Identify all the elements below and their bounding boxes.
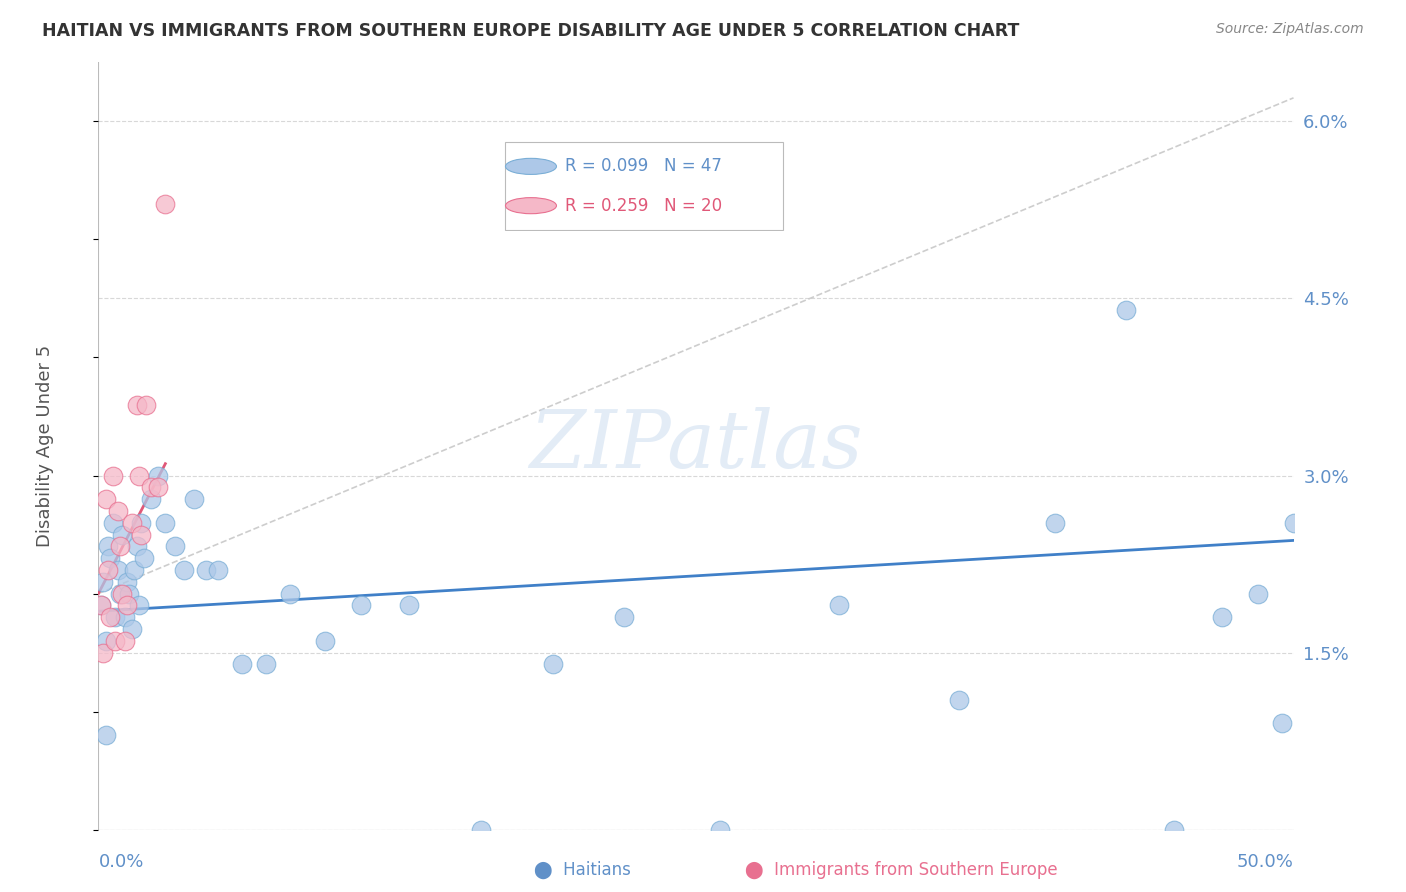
Point <box>139 492 162 507</box>
Point <box>98 551 122 566</box>
Point <box>104 633 127 648</box>
Point <box>139 480 162 494</box>
Point <box>111 527 134 541</box>
Point <box>195 563 218 577</box>
Point <box>254 657 277 672</box>
Point <box>709 822 731 837</box>
Point <box>114 633 136 648</box>
Point <box>828 599 851 613</box>
Point <box>121 622 143 636</box>
Point <box>131 527 153 541</box>
Point <box>108 539 131 553</box>
Text: 0.0%: 0.0% <box>98 853 143 871</box>
Point <box>148 480 170 494</box>
Point <box>101 468 124 483</box>
Point <box>125 539 148 553</box>
Point <box>114 610 136 624</box>
Point <box>94 728 117 742</box>
Point <box>121 516 143 530</box>
Point <box>207 563 229 577</box>
Point <box>101 516 124 530</box>
Text: R = 0.259   N = 20: R = 0.259 N = 20 <box>565 196 723 215</box>
Point <box>115 599 138 613</box>
Point <box>1163 822 1185 837</box>
Point <box>94 492 117 507</box>
Point <box>183 492 205 507</box>
Point <box>1115 303 1137 318</box>
Point <box>94 633 117 648</box>
FancyBboxPatch shape <box>506 143 783 230</box>
Point <box>470 822 492 837</box>
Point <box>90 599 112 613</box>
Point <box>128 599 150 613</box>
Point <box>315 633 337 648</box>
Point <box>97 539 120 553</box>
Circle shape <box>506 159 557 175</box>
Point <box>231 657 253 672</box>
Text: 50.0%: 50.0% <box>1237 853 1294 871</box>
Text: R = 0.099   N = 47: R = 0.099 N = 47 <box>565 157 721 176</box>
Point <box>1282 516 1305 530</box>
Point <box>91 574 114 589</box>
Point <box>155 197 177 211</box>
Text: Disability Age Under 5: Disability Age Under 5 <box>35 345 53 547</box>
Point <box>1211 610 1233 624</box>
Point <box>131 516 153 530</box>
Text: ZIPatlas: ZIPatlas <box>529 408 863 484</box>
Point <box>1043 516 1066 530</box>
Text: ⬤  Haitians: ⬤ Haitians <box>534 861 631 879</box>
Point <box>124 563 146 577</box>
Point <box>98 610 122 624</box>
Point <box>125 398 148 412</box>
Point <box>118 586 141 600</box>
Point <box>132 551 155 566</box>
Point <box>1247 586 1270 600</box>
Point <box>350 599 373 613</box>
Point <box>90 599 112 613</box>
Point <box>115 574 138 589</box>
Text: HAITIAN VS IMMIGRANTS FROM SOUTHERN EUROPE DISABILITY AGE UNDER 5 CORRELATION CH: HAITIAN VS IMMIGRANTS FROM SOUTHERN EURO… <box>42 22 1019 40</box>
Point <box>148 468 170 483</box>
Point <box>278 586 301 600</box>
Text: Source: ZipAtlas.com: Source: ZipAtlas.com <box>1216 22 1364 37</box>
Point <box>613 610 636 624</box>
Point <box>111 586 134 600</box>
Point <box>398 599 420 613</box>
Point <box>97 563 120 577</box>
Point <box>104 610 127 624</box>
Point <box>128 468 150 483</box>
Point <box>91 646 114 660</box>
Point <box>1271 716 1294 731</box>
Point <box>108 586 131 600</box>
Point <box>163 539 186 553</box>
Text: ⬤  Immigrants from Southern Europe: ⬤ Immigrants from Southern Europe <box>745 861 1057 879</box>
Point <box>173 563 195 577</box>
Circle shape <box>506 198 557 214</box>
Point <box>135 398 157 412</box>
Point <box>948 692 970 706</box>
Point <box>107 504 129 518</box>
Point <box>155 516 177 530</box>
Point <box>541 657 564 672</box>
Point <box>107 563 129 577</box>
